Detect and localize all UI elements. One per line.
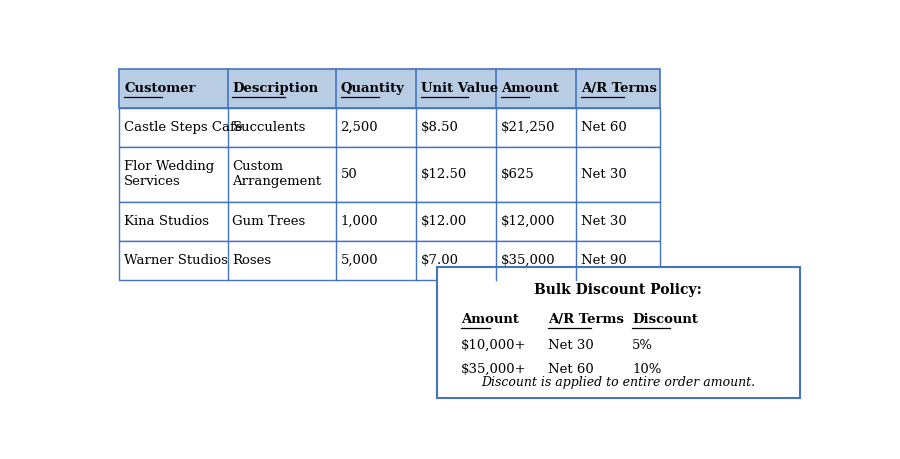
Text: $12.50: $12.50	[421, 168, 467, 181]
Text: Description: Description	[232, 82, 319, 95]
Text: Castle Steps Cafe: Castle Steps Cafe	[124, 121, 243, 134]
Text: Net 30: Net 30	[581, 215, 627, 228]
Text: $12,000: $12,000	[501, 215, 555, 228]
Text: Net 90: Net 90	[581, 253, 627, 267]
Text: $35,000+: $35,000+	[461, 363, 526, 376]
FancyBboxPatch shape	[436, 267, 799, 398]
Text: $10,000+: $10,000+	[461, 339, 526, 352]
Text: Roses: Roses	[232, 253, 272, 267]
Text: Net 60: Net 60	[581, 121, 627, 134]
Text: 10%: 10%	[632, 363, 662, 376]
Text: A/R Terms: A/R Terms	[548, 313, 625, 325]
FancyBboxPatch shape	[120, 69, 660, 108]
Text: Gum Trees: Gum Trees	[232, 215, 306, 228]
FancyBboxPatch shape	[120, 108, 660, 147]
Text: Succulents: Succulents	[232, 121, 306, 134]
Text: $8.50: $8.50	[421, 121, 459, 134]
FancyBboxPatch shape	[120, 202, 660, 241]
Text: Bulk Discount Policy:: Bulk Discount Policy:	[535, 283, 702, 297]
Text: Flor Wedding
Services: Flor Wedding Services	[124, 160, 214, 188]
Text: Net 30: Net 30	[548, 339, 594, 352]
Text: Discount is applied to entire order amount.: Discount is applied to entire order amou…	[482, 375, 755, 388]
Text: 5,000: 5,000	[340, 253, 378, 267]
Text: A/R Terms: A/R Terms	[581, 82, 657, 95]
Text: 2,500: 2,500	[340, 121, 378, 134]
Text: $21,250: $21,250	[501, 121, 555, 134]
Text: Discount: Discount	[632, 313, 698, 325]
Text: Custom
Arrangement: Custom Arrangement	[232, 160, 321, 188]
Text: Net 30: Net 30	[581, 168, 627, 181]
FancyBboxPatch shape	[120, 241, 660, 280]
Text: Amount: Amount	[501, 82, 559, 95]
Text: Customer: Customer	[124, 82, 196, 95]
Text: 1,000: 1,000	[340, 215, 378, 228]
Text: $12.00: $12.00	[421, 215, 467, 228]
FancyBboxPatch shape	[120, 147, 660, 202]
Text: Kina Studios: Kina Studios	[124, 215, 210, 228]
Text: Amount: Amount	[461, 313, 519, 325]
Text: Net 60: Net 60	[548, 363, 594, 376]
Text: Warner Studios: Warner Studios	[124, 253, 229, 267]
Text: $625: $625	[501, 168, 535, 181]
Text: 5%: 5%	[632, 339, 653, 352]
Text: Quantity: Quantity	[340, 82, 404, 95]
Text: Unit Value: Unit Value	[421, 82, 498, 95]
Text: 50: 50	[340, 168, 357, 181]
Text: $7.00: $7.00	[421, 253, 459, 267]
Text: $35,000: $35,000	[501, 253, 555, 267]
